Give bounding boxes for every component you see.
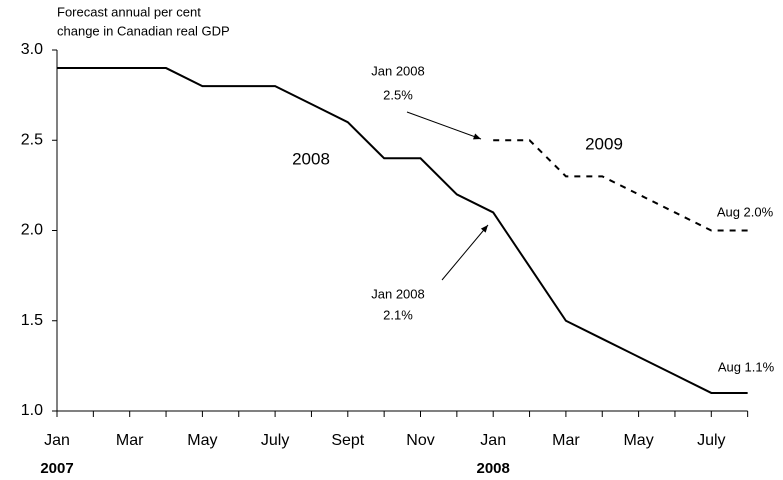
y-tick-label: 2.5 — [21, 131, 43, 148]
annotation: 2.5% — [383, 87, 413, 102]
series-line — [57, 67, 748, 394]
series-label: 2009 — [585, 134, 623, 153]
annotation: 2.1% — [383, 307, 413, 322]
y-tick-label: 3.0 — [21, 41, 43, 58]
chart-title: change in Canadian real GDP — [57, 23, 230, 38]
x-tick-label: Sept — [331, 432, 364, 449]
x-tick-label: Mar — [116, 432, 144, 449]
series-label: 2008 — [292, 149, 330, 168]
x-tick-label: Jan — [44, 432, 70, 449]
x-tick-label: May — [187, 432, 217, 449]
chart-title: Forecast annual per cent — [57, 4, 201, 19]
annotation: Jan 2008 — [371, 63, 425, 78]
year-label: 2008 — [477, 460, 510, 477]
x-tick-label: May — [623, 432, 653, 449]
year-label: 2007 — [40, 460, 73, 477]
annotation: Aug 2.0% — [717, 204, 774, 219]
annotation-arrow — [441, 224, 489, 281]
arrow-head — [473, 133, 481, 140]
annotation: Jan 2008 — [371, 286, 425, 301]
arrow-head — [480, 225, 488, 233]
x-tick-label: July — [697, 432, 725, 449]
x-tick-label: Mar — [552, 432, 580, 449]
x-tick-label: July — [261, 432, 289, 449]
y-tick-label: 2.0 — [21, 222, 43, 239]
y-tick-label: 1.5 — [21, 312, 43, 329]
x-tick-label: Jan — [480, 432, 506, 449]
annotation-arrow — [406, 111, 482, 140]
x-tick-label: Nov — [406, 432, 434, 449]
annotation: Aug 1.1% — [718, 359, 775, 374]
y-tick-label: 1.0 — [21, 402, 43, 419]
series-line — [493, 139, 748, 232]
